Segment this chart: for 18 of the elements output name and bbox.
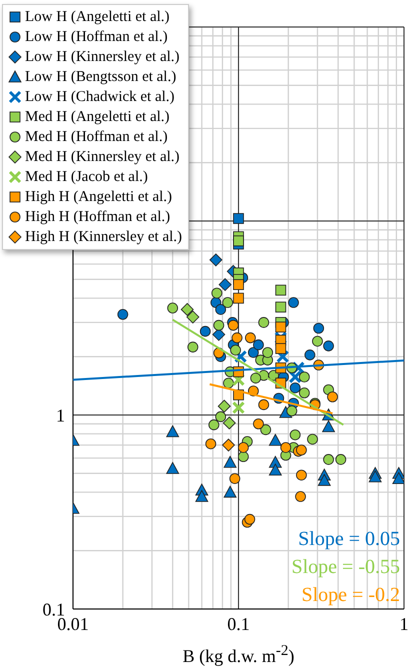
annotation: Slope = 0.05 xyxy=(297,527,400,552)
x-axis-title: B (kg d.w. m$^{-2}$) xyxy=(182,643,296,667)
x-tick-label: 1 xyxy=(400,614,408,634)
legend-label: Low H (Kinnersley et al.) xyxy=(25,48,180,66)
legend-label: Low H (Bengtsson et al.) xyxy=(25,68,176,86)
x-tick-label: 0.1 xyxy=(227,614,250,634)
legend-label: Low H (Angeletti et al.) xyxy=(25,8,170,26)
annotation: Slope = -0.2 xyxy=(300,583,400,608)
legend-label: Low H (Chadwick et al.) xyxy=(25,88,175,106)
legend-label: Med H (Jacob et al.) xyxy=(25,168,148,186)
legend-label: Med H (Angeletti et al.) xyxy=(25,108,170,126)
legend-label: High H (Kinnersley et al.) xyxy=(25,228,182,246)
legend-label: Med H (Hoffman et al.) xyxy=(25,128,168,146)
legend-label: High H (Angeletti et al.) xyxy=(25,188,172,206)
annotation: Slope = -0.55 xyxy=(292,555,400,580)
legend-label: Med H (Kinnersley et al.) xyxy=(25,148,180,166)
legend-label: High H (Hoffman et al.) xyxy=(25,208,170,226)
legend-label: Low H (Hoffman et al.) xyxy=(25,28,168,46)
